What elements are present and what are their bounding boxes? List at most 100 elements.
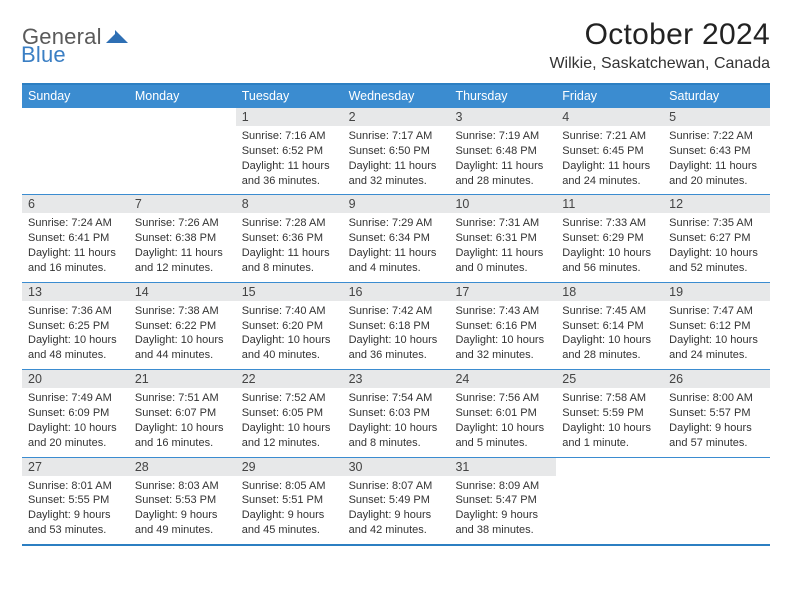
- day-body: Sunrise: 7:51 AMSunset: 6:07 PMDaylight:…: [129, 388, 236, 456]
- day-number: 4: [556, 108, 663, 126]
- day-cell: 22Sunrise: 7:52 AMSunset: 6:05 PMDayligh…: [236, 370, 343, 456]
- day-cell: 18Sunrise: 7:45 AMSunset: 6:14 PMDayligh…: [556, 283, 663, 369]
- day-body: Sunrise: 7:33 AMSunset: 6:29 PMDaylight:…: [556, 213, 663, 281]
- sunrise-text: Sunrise: 7:54 AM: [349, 391, 444, 406]
- daylight-text: Daylight: 10 hours and 28 minutes.: [562, 333, 657, 363]
- sunrise-text: Sunrise: 7:45 AM: [562, 304, 657, 319]
- day-cell: 14Sunrise: 7:38 AMSunset: 6:22 PMDayligh…: [129, 283, 236, 369]
- day-body: Sunrise: 7:31 AMSunset: 6:31 PMDaylight:…: [449, 213, 556, 281]
- sunrise-text: Sunrise: 7:36 AM: [28, 304, 123, 319]
- day-cell: [556, 458, 663, 544]
- day-cell: 5Sunrise: 7:22 AMSunset: 6:43 PMDaylight…: [663, 108, 770, 194]
- sunset-text: Sunset: 6:36 PM: [242, 231, 337, 246]
- sunset-text: Sunset: 6:48 PM: [455, 144, 550, 159]
- day-number: 28: [129, 458, 236, 476]
- sunset-text: Sunset: 5:59 PM: [562, 406, 657, 421]
- day-cell: 23Sunrise: 7:54 AMSunset: 6:03 PMDayligh…: [343, 370, 450, 456]
- day-body: Sunrise: 8:05 AMSunset: 5:51 PMDaylight:…: [236, 476, 343, 544]
- day-cell: 1Sunrise: 7:16 AMSunset: 6:52 PMDaylight…: [236, 108, 343, 194]
- week-row: 13Sunrise: 7:36 AMSunset: 6:25 PMDayligh…: [22, 282, 770, 369]
- day-body: Sunrise: 7:22 AMSunset: 6:43 PMDaylight:…: [663, 126, 770, 194]
- day-cell: 7Sunrise: 7:26 AMSunset: 6:38 PMDaylight…: [129, 195, 236, 281]
- day-number: 30: [343, 458, 450, 476]
- day-number: 29: [236, 458, 343, 476]
- day-cell: 9Sunrise: 7:29 AMSunset: 6:34 PMDaylight…: [343, 195, 450, 281]
- sunrise-text: Sunrise: 7:19 AM: [455, 129, 550, 144]
- sunset-text: Sunset: 6:14 PM: [562, 319, 657, 334]
- weeks-container: 1Sunrise: 7:16 AMSunset: 6:52 PMDaylight…: [22, 108, 770, 544]
- daylight-text: Daylight: 9 hours and 38 minutes.: [455, 508, 550, 538]
- sunrise-text: Sunrise: 7:17 AM: [349, 129, 444, 144]
- day-body: Sunrise: 7:29 AMSunset: 6:34 PMDaylight:…: [343, 213, 450, 281]
- weekday-thursday: Thursday: [449, 85, 556, 108]
- daylight-text: Daylight: 10 hours and 48 minutes.: [28, 333, 123, 363]
- day-cell: 2 Sunrise: 7:17 AMSunset: 6:50 PMDaylight…: [343, 108, 450, 194]
- calendar: Sunday Monday Tuesday Wednesday Thursday…: [22, 83, 770, 546]
- sunrise-text: Sunrise: 7:52 AM: [242, 391, 337, 406]
- sunset-text: Sunset: 6:52 PM: [242, 144, 337, 159]
- daylight-text: Daylight: 11 hours and 32 minutes.: [349, 159, 444, 189]
- sunrise-text: Sunrise: 7:31 AM: [455, 216, 550, 231]
- day-body: Sunrise: 7:45 AMSunset: 6:14 PMDaylight:…: [556, 301, 663, 369]
- day-cell: 26Sunrise: 8:00 AMSunset: 5:57 PMDayligh…: [663, 370, 770, 456]
- daylight-text: Daylight: 11 hours and 12 minutes.: [135, 246, 230, 276]
- sunset-text: Sunset: 6:34 PM: [349, 231, 444, 246]
- day-cell: 15Sunrise: 7:40 AMSunset: 6:20 PMDayligh…: [236, 283, 343, 369]
- day-number: 6: [22, 195, 129, 213]
- day-cell: [22, 108, 129, 194]
- sunrise-text: Sunrise: 8:00 AM: [669, 391, 764, 406]
- sunrise-text: Sunrise: 7:47 AM: [669, 304, 764, 319]
- day-body: Sunrise: 7:16 AMSunset: 6:52 PMDaylight:…: [236, 126, 343, 194]
- sunset-text: Sunset: 6:01 PM: [455, 406, 550, 421]
- day-number: [663, 458, 770, 476]
- daylight-text: Daylight: 10 hours and 52 minutes.: [669, 246, 764, 276]
- day-cell: [129, 108, 236, 194]
- sunset-text: Sunset: 6:41 PM: [28, 231, 123, 246]
- sunset-text: Sunset: 6:09 PM: [28, 406, 123, 421]
- sunrise-text: Sunrise: 7:21 AM: [562, 129, 657, 144]
- sunset-text: Sunset: 6:50 PM: [349, 144, 444, 159]
- weekday-tuesday: Tuesday: [236, 85, 343, 108]
- header: General October 2024 Wilkie, Saskatchewa…: [22, 18, 770, 73]
- sunrise-text: Sunrise: 7:35 AM: [669, 216, 764, 231]
- day-body: Sunrise: 7:42 AMSunset: 6:18 PMDaylight:…: [343, 301, 450, 369]
- day-cell: 28Sunrise: 8:03 AMSunset: 5:53 PMDayligh…: [129, 458, 236, 544]
- day-number: 24: [449, 370, 556, 388]
- daylight-text: Daylight: 10 hours and 20 minutes.: [28, 421, 123, 451]
- day-number: [556, 458, 663, 476]
- sunrise-text: Sunrise: 7:43 AM: [455, 304, 550, 319]
- title-block: October 2024 Wilkie, Saskatchewan, Canad…: [549, 18, 770, 73]
- day-body: Sunrise: 8:07 AMSunset: 5:49 PMDaylight:…: [343, 476, 450, 544]
- day-cell: 24Sunrise: 7:56 AMSunset: 6:01 PMDayligh…: [449, 370, 556, 456]
- day-number: 22: [236, 370, 343, 388]
- day-number: 23: [343, 370, 450, 388]
- day-cell: 21Sunrise: 7:51 AMSunset: 6:07 PMDayligh…: [129, 370, 236, 456]
- week-row: 1Sunrise: 7:16 AMSunset: 6:52 PMDaylight…: [22, 108, 770, 194]
- daylight-text: Daylight: 10 hours and 16 minutes.: [135, 421, 230, 451]
- week-row: 6Sunrise: 7:24 AMSunset: 6:41 PMDaylight…: [22, 194, 770, 281]
- sunset-text: Sunset: 6:05 PM: [242, 406, 337, 421]
- day-body: Sunrise: 7:21 AMSunset: 6:45 PMDaylight:…: [556, 126, 663, 194]
- sunrise-text: Sunrise: 8:05 AM: [242, 479, 337, 494]
- day-body: Sunrise: 7:47 AMSunset: 6:12 PMDaylight:…: [663, 301, 770, 369]
- day-cell: 20Sunrise: 7:49 AMSunset: 6:09 PMDayligh…: [22, 370, 129, 456]
- day-body: Sunrise: 7:49 AMSunset: 6:09 PMDaylight:…: [22, 388, 129, 456]
- sunset-text: Sunset: 6:20 PM: [242, 319, 337, 334]
- sunrise-text: Sunrise: 7:26 AM: [135, 216, 230, 231]
- day-number: 2: [343, 108, 450, 126]
- sunset-text: Sunset: 5:49 PM: [349, 493, 444, 508]
- sunrise-text: Sunrise: 7:51 AM: [135, 391, 230, 406]
- sunrise-text: Sunrise: 8:07 AM: [349, 479, 444, 494]
- day-cell: 19Sunrise: 7:47 AMSunset: 6:12 PMDayligh…: [663, 283, 770, 369]
- day-cell: [663, 458, 770, 544]
- day-body: Sunrise: 7:36 AMSunset: 6:25 PMDaylight:…: [22, 301, 129, 369]
- daylight-text: Daylight: 10 hours and 8 minutes.: [349, 421, 444, 451]
- daylight-text: Daylight: 9 hours and 49 minutes.: [135, 508, 230, 538]
- daylight-text: Daylight: 11 hours and 0 minutes.: [455, 246, 550, 276]
- daylight-text: Daylight: 10 hours and 1 minute.: [562, 421, 657, 451]
- location: Wilkie, Saskatchewan, Canada: [549, 55, 770, 73]
- day-number: 17: [449, 283, 556, 301]
- calendar-page: General October 2024 Wilkie, Saskatchewa…: [0, 0, 792, 546]
- day-cell: 11Sunrise: 7:33 AMSunset: 6:29 PMDayligh…: [556, 195, 663, 281]
- daylight-text: Daylight: 9 hours and 42 minutes.: [349, 508, 444, 538]
